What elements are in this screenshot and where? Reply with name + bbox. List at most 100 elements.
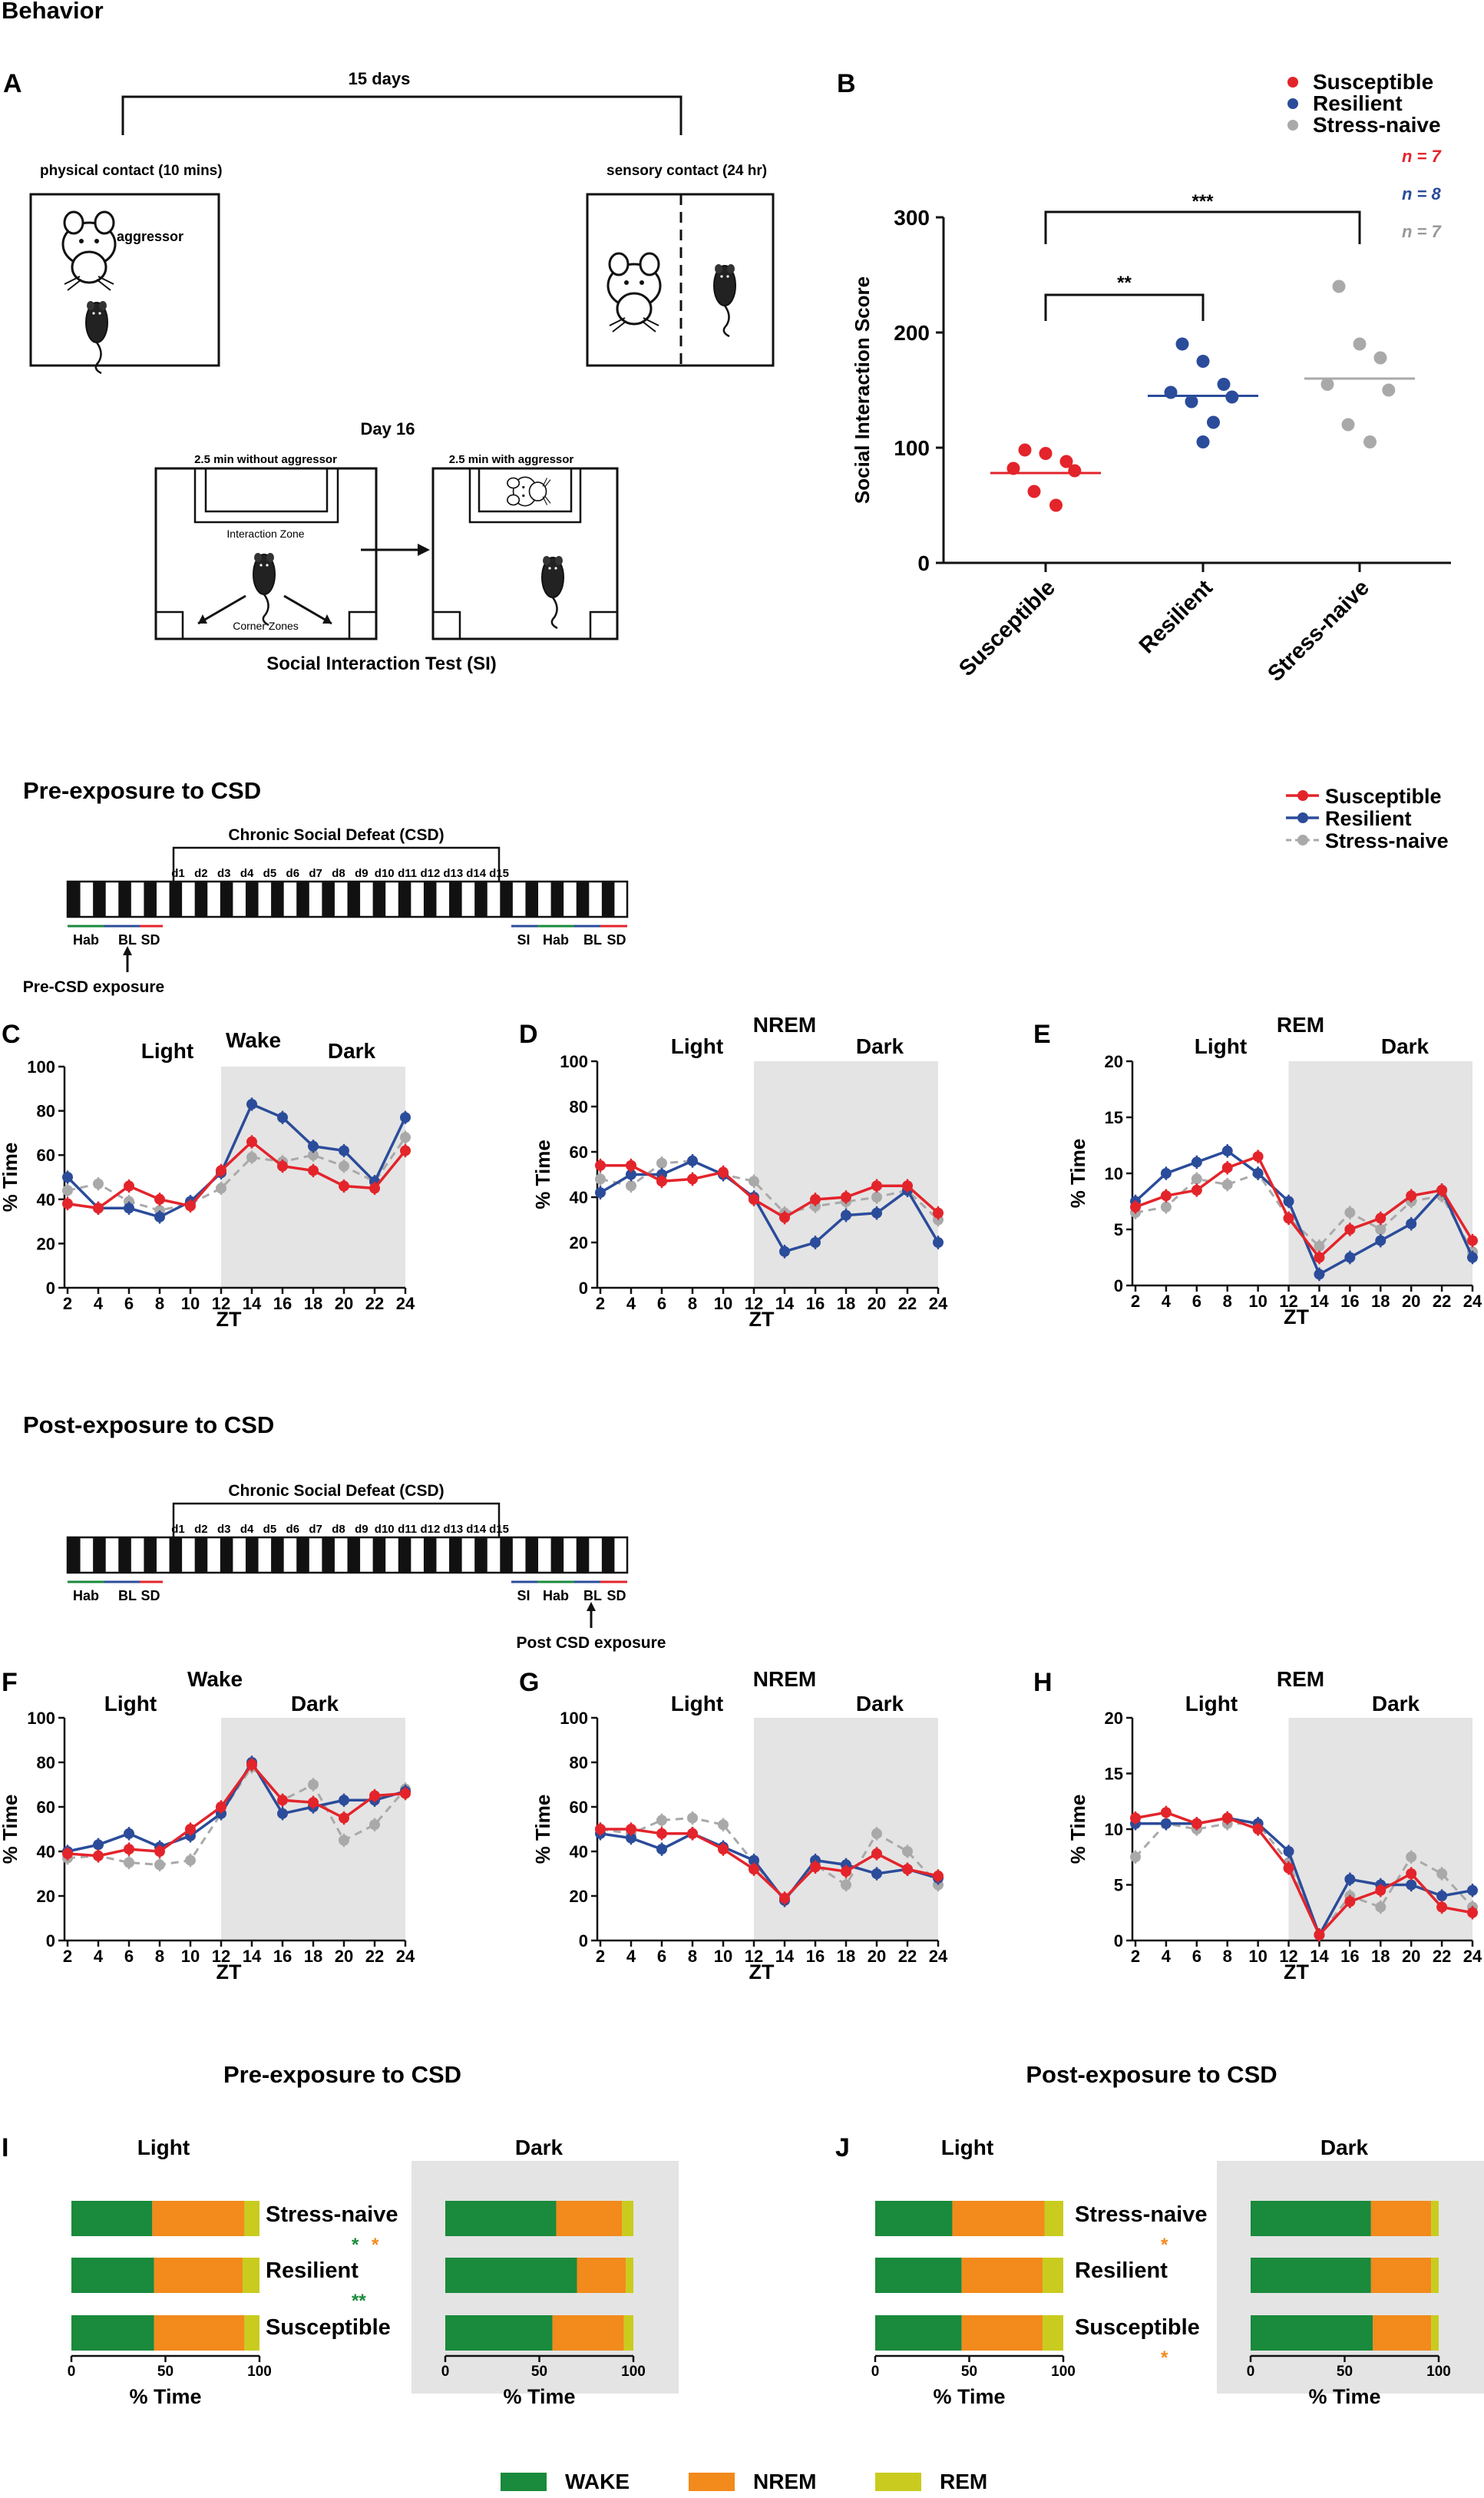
- bar-segment-wake: [1251, 2201, 1371, 2236]
- bar-segment-wake: [875, 2258, 962, 2293]
- si-arena-2: [431, 467, 619, 640]
- bar-segment-nrem: [154, 2258, 243, 2293]
- y-axis-label: % Time: [531, 1795, 554, 1864]
- data-point: [154, 1193, 165, 1205]
- data-point: [1130, 1812, 1141, 1824]
- dark-phase-label: Dark: [328, 1039, 376, 1063]
- data-point: [369, 1183, 380, 1194]
- data-point: [1252, 1151, 1264, 1163]
- bar-heading-post: Post-exposure to CSD: [1026, 2061, 1277, 2088]
- bar-segment-rem: [244, 2201, 259, 2236]
- bar-segment-rem: [1431, 2258, 1439, 2293]
- data-point: [1217, 378, 1231, 391]
- data-point: [749, 1176, 759, 1187]
- y-tick-label: 0: [579, 1931, 588, 1950]
- data-point: [871, 1868, 882, 1879]
- panel-letter-e: E: [1033, 1020, 1051, 1049]
- x-axis-label: ZT: [216, 1308, 242, 1331]
- post-exposure-heading: Post-exposure to CSD: [23, 1411, 274, 1438]
- timeline-stripe: [169, 882, 183, 917]
- data-point: [185, 1854, 196, 1866]
- data-point: [1375, 1901, 1386, 1913]
- timeline-stripe: [271, 882, 284, 917]
- data-point: [339, 1145, 349, 1156]
- x-tick-label: 18: [304, 1294, 322, 1313]
- x-tick-label: 6: [124, 1294, 134, 1313]
- x-tick-label: 24: [929, 1294, 948, 1313]
- x-tick-label: 16: [273, 1947, 292, 1966]
- legend-marker: [1297, 790, 1308, 801]
- category-label: Susceptible: [266, 2315, 391, 2340]
- chart-title: NREM: [753, 1667, 816, 1691]
- x-axis-label: % Time: [129, 2385, 201, 2408]
- x-tick-label: 4: [626, 1294, 636, 1313]
- light-phase-label: Light: [671, 1034, 723, 1058]
- timeline-stripe: [423, 1537, 437, 1573]
- chart-social-interaction: 0 100 200 300 Social Interaction Score Suscep…: [851, 70, 1451, 687]
- light-phase-label: Light: [1195, 1034, 1247, 1058]
- x-tick-label: 10: [714, 1947, 732, 1966]
- dark-phase-label: Dark: [291, 1692, 339, 1716]
- bar-segment-wake: [445, 2201, 557, 2236]
- data-point: [626, 1169, 636, 1180]
- corner-zones-label: Corner Zones: [233, 620, 299, 632]
- data-point: [687, 1155, 698, 1166]
- timeline-stripe: [525, 1537, 539, 1573]
- bar-segment-wake: [875, 2201, 953, 2236]
- bar-segment-rem: [1043, 2315, 1063, 2351]
- csd-bracket: [172, 1502, 501, 1537]
- data-point: [400, 1145, 411, 1156]
- y-tick-label: 10: [1105, 1164, 1123, 1183]
- dark-phase-label: Dark: [1372, 1692, 1420, 1716]
- bar-segment-wake: [1251, 2258, 1371, 2293]
- with-aggressor-label: 2.5 min with aggressor: [449, 453, 574, 466]
- data-point: [1221, 1179, 1233, 1190]
- data-point: [1314, 1269, 1325, 1280]
- data-point: [1160, 1201, 1172, 1213]
- y-tick-label: 20: [570, 1233, 588, 1252]
- x-tick-label: 18: [837, 1294, 855, 1313]
- x-tick-label: 0: [1247, 2364, 1255, 2380]
- x-tick-label: 12: [212, 1294, 230, 1313]
- data-point: [62, 1172, 73, 1183]
- data-point: [1344, 1224, 1356, 1235]
- y-tick-label: 100: [560, 1709, 588, 1728]
- data-point: [779, 1892, 790, 1904]
- data-point: [124, 1857, 134, 1868]
- data-point: [1382, 383, 1396, 397]
- significance-star: *: [372, 2235, 379, 2255]
- x-tick-label: 100: [1051, 2364, 1076, 2380]
- n-label: n = 7: [1402, 147, 1443, 166]
- data-point: [1436, 1868, 1448, 1879]
- data-point: [1221, 1812, 1233, 1824]
- x-tick-label: 100: [1426, 2364, 1451, 2380]
- data-point: [841, 1209, 851, 1221]
- data-point: [933, 1207, 944, 1219]
- data-point: [216, 1183, 226, 1194]
- data-point: [1436, 1901, 1448, 1913]
- timeline-stripe: [347, 1537, 361, 1573]
- x-tick-label: 0: [68, 2364, 76, 2380]
- panel-letter-c: C: [2, 1020, 21, 1049]
- hab-label: Hab: [73, 1588, 99, 1603]
- significance-star: *: [1161, 2235, 1168, 2255]
- y-tick-label: 60: [570, 1143, 588, 1162]
- x-tick-label: 24: [1463, 1947, 1482, 1966]
- data-point: [1375, 1235, 1386, 1246]
- x-tick-label: 18: [304, 1947, 322, 1966]
- day-label: d12: [421, 1523, 441, 1536]
- y-tick-label: 15: [1105, 1108, 1123, 1127]
- x-tick-label: 22: [1433, 1292, 1451, 1311]
- timeline-stripe: [500, 882, 513, 917]
- day-label: d2: [194, 1523, 208, 1536]
- timeline-stripe: [474, 882, 488, 917]
- data-point: [1375, 1884, 1386, 1896]
- dark-group-label: Dark: [1320, 2136, 1369, 2159]
- data-point: [1406, 1879, 1417, 1891]
- x-tick-label: 22: [898, 1947, 917, 1966]
- x-tick-label: 6: [1192, 1947, 1201, 1966]
- day-label: d4: [240, 867, 254, 880]
- data-point: [595, 1187, 606, 1199]
- x-tick-label: 24: [396, 1947, 415, 1966]
